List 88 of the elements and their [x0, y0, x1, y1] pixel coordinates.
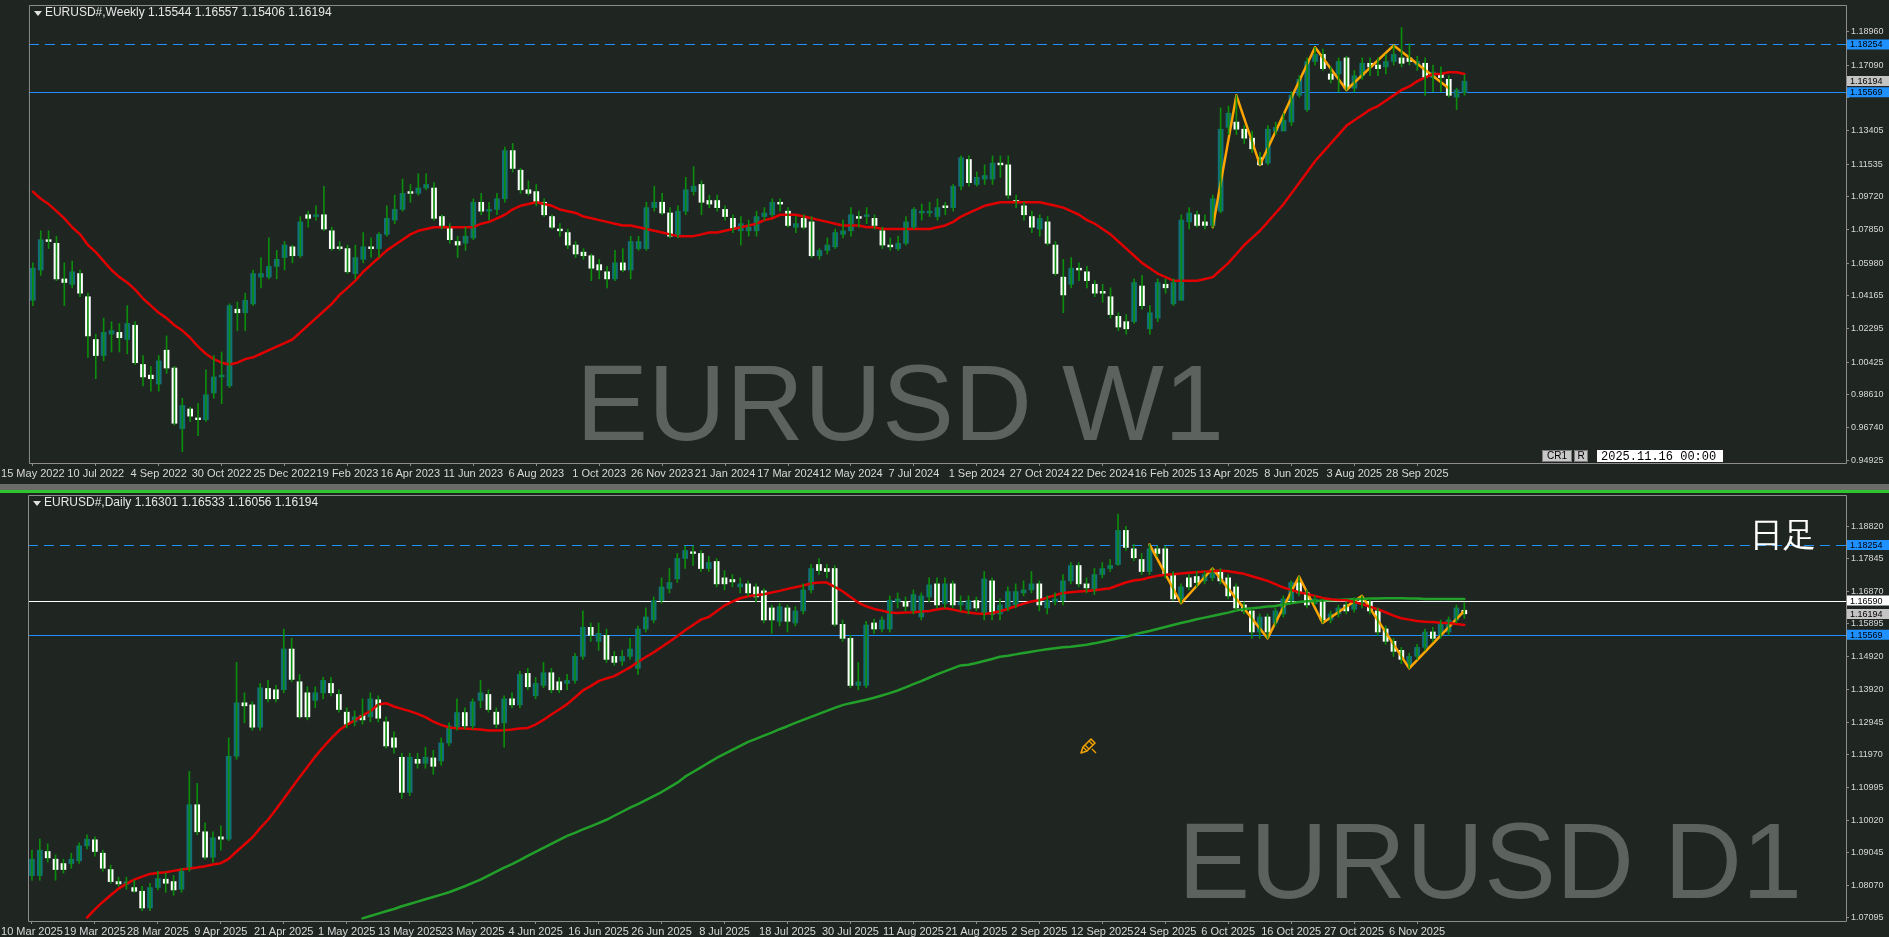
x-tick-label: 15 May 2022 — [1, 466, 65, 479]
y-tick-label: 1.07850 — [1851, 224, 1884, 235]
x-tick-label: 7 Jul 2024 — [888, 466, 940, 479]
y-tick-label: 1.10995 — [1851, 782, 1884, 792]
chart-title: EURUSD#,Daily 1.16301 1.16533 1.16056 1.16194 — [44, 495, 319, 510]
x-tick-label: 8 Jul 2025 — [699, 924, 750, 937]
x-tick-label: 10 Mar 2025 — [1, 924, 63, 937]
y-tick-label: 1.13920 — [1851, 684, 1884, 695]
y-tick-label: 1.16870 — [1851, 585, 1884, 596]
x-tick-label: 17 Mar 2024 — [757, 466, 819, 479]
x-tick-label: 13 Apr 2025 — [1198, 466, 1259, 479]
y-tick-label: 1.12945 — [1851, 716, 1884, 727]
y-tick-label: 1.07095 — [1851, 912, 1884, 923]
candlestick — [690, 545, 696, 566]
annotation: 2025.11.16 00:00 — [1601, 449, 1717, 464]
y-tick-label: 1.04165 — [1851, 290, 1884, 301]
y-tick-label: 1.18960 — [1851, 26, 1884, 37]
x-tick-label: 26 Nov 2023 — [630, 466, 694, 479]
x-tick-label: 24 Sep 2025 — [1134, 924, 1197, 937]
y-tick-label: 1.17845 — [1851, 553, 1884, 564]
annotation: EURUSD D1 — [1177, 800, 1803, 921]
x-tick-label: 25 Dec 2022 — [253, 466, 316, 479]
x-tick-label: 16 Jun 2025 — [568, 924, 629, 937]
annotation: 日足 — [1750, 515, 1816, 554]
x-tick-label: 11 Aug 2025 — [882, 924, 944, 937]
annotation: R — [1577, 450, 1585, 462]
x-tick-label: 2 Sep 2025 — [1011, 924, 1068, 937]
x-tick-label: 27 Oct 2024 — [1009, 466, 1070, 479]
y-tick-label: 1.11970 — [1851, 749, 1883, 760]
x-tick-label: 30 Jul 2025 — [821, 924, 879, 937]
x-tick-label: 11 Jun 2023 — [443, 466, 504, 479]
ref-line-label: 1.15569 — [1850, 87, 1883, 98]
x-tick-label: 16 Oct 2025 — [1261, 924, 1322, 937]
x-tick-label: 30 Oct 2022 — [191, 466, 252, 479]
annotation: CR1 — [1546, 450, 1568, 462]
x-tick-label: 12 May 2024 — [819, 466, 883, 479]
y-tick-label: 1.13405 — [1851, 125, 1884, 136]
y-tick-label: 1.05980 — [1851, 257, 1884, 268]
x-tick-label: 16 Apr 2023 — [380, 466, 441, 479]
x-tick-label: 4 Sep 2022 — [130, 466, 187, 479]
y-tick-label: 1.11535 — [1851, 158, 1883, 169]
x-tick-label: 9 Apr 2025 — [194, 924, 248, 937]
x-tick-label: 19 Mar 2025 — [64, 924, 126, 937]
y-tick-label: 1.09045 — [1851, 847, 1884, 858]
y-tick-label: 1.17090 — [1851, 59, 1884, 70]
y-tick-label: 1.15895 — [1851, 618, 1884, 629]
x-tick-label: 1 Oct 2023 — [572, 466, 627, 479]
y-tick-label: 1.10020 — [1851, 814, 1884, 825]
ref-line-label: 1.16590 — [1850, 595, 1883, 606]
x-tick-label: 12 Sep 2025 — [1071, 924, 1134, 937]
y-tick-label: 1.14920 — [1851, 650, 1884, 661]
ref-line-label: 1.15569 — [1850, 629, 1883, 640]
text: 1.16194 — [1850, 608, 1883, 619]
y-tick-label: 1.09720 — [1851, 191, 1884, 202]
x-tick-label: 23 May 2025 — [440, 924, 505, 937]
x-tick-label: 26 Jun 2025 — [631, 924, 692, 937]
y-tick-label: 1.00425 — [1851, 356, 1884, 367]
y-tick-label: 0.96740 — [1851, 422, 1884, 433]
x-tick-label: 1 Sep 2024 — [948, 466, 1005, 479]
y-tick-label: 0.98610 — [1851, 389, 1884, 400]
x-tick-label: 27 Oct 2025 — [1324, 924, 1385, 937]
x-tick-label: 21 Jan 2024 — [694, 466, 756, 479]
x-tick-label: 4 Jun 2025 — [508, 924, 563, 937]
y-tick-label: 1.08070 — [1851, 879, 1884, 890]
x-tick-label: 18 Jul 2025 — [759, 924, 816, 937]
x-tick-label: 1 May 2025 — [318, 924, 376, 937]
x-tick-label: 22 Dec 2024 — [1071, 466, 1134, 479]
ref-line-label: 1.18254 — [1850, 539, 1883, 550]
x-tick-label: 13 May 2025 — [377, 924, 442, 937]
x-tick-label: 6 Nov 2025 — [1388, 924, 1446, 937]
x-tick-label: 8 Jun 2025 — [1264, 466, 1319, 479]
x-tick-label: 6 Oct 2025 — [1201, 924, 1256, 937]
x-tick-label: 28 Sep 2025 — [1386, 466, 1449, 479]
x-tick-label: 3 Aug 2025 — [1326, 466, 1383, 479]
x-tick-label: 21 Apr 2025 — [254, 924, 314, 937]
text: 1.16194 — [1850, 75, 1883, 86]
annotation: EURUSD W1 — [575, 342, 1225, 463]
x-tick-label: 19 Feb 2023 — [316, 466, 379, 479]
y-tick-label: 1.18820 — [1851, 520, 1884, 531]
x-tick-label: 6 Aug 2023 — [508, 466, 565, 479]
y-tick-label: 1.02295 — [1851, 323, 1884, 334]
y-tick-label: 0.94925 — [1851, 454, 1884, 465]
x-tick-label: 16 Feb 2025 — [1134, 466, 1197, 479]
x-tick-label: 10 Jul 2022 — [67, 466, 125, 479]
x-tick-label: 28 Mar 2025 — [126, 924, 189, 937]
x-tick-label: 21 Aug 2025 — [945, 924, 1008, 937]
ref-line-label: 1.18254 — [1850, 39, 1883, 50]
chart-title: EURUSD#,Weekly 1.15544 1.16557 1.15406 1.16194 — [44, 5, 332, 20]
